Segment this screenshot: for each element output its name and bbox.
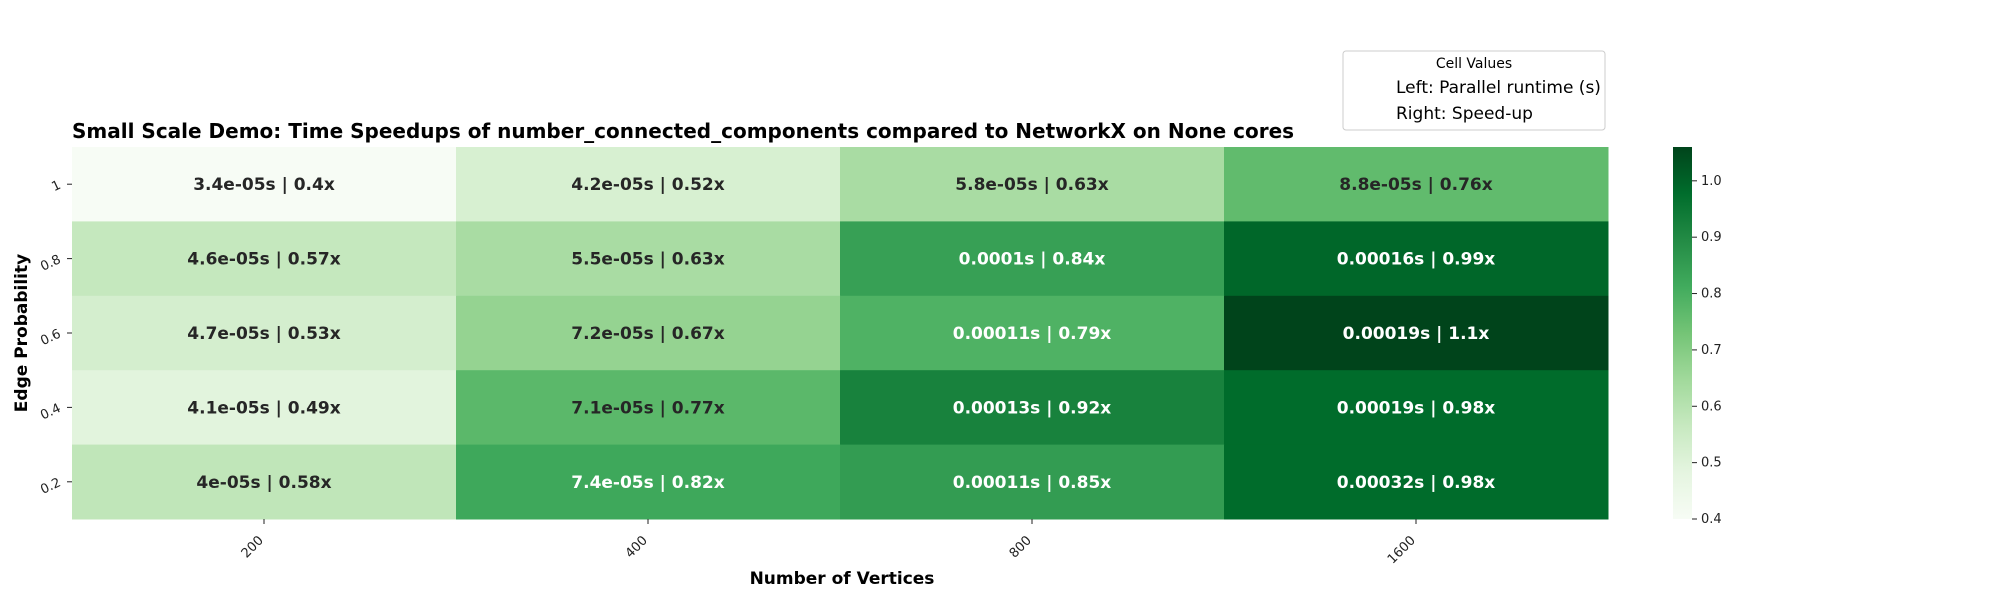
heatmap-cell bbox=[1224, 295, 1609, 371]
x-axis-label: Number of Vertices bbox=[750, 569, 935, 589]
heatmap-cell bbox=[72, 444, 457, 520]
x-tick-label: 400 bbox=[623, 533, 651, 561]
y-axis-label: Edge Probability bbox=[12, 254, 32, 412]
legend-title: Cell Values bbox=[1436, 56, 1512, 72]
cell-label: 0.00011s | 0.79x bbox=[953, 324, 1112, 344]
cell-label: 5.5e-05s | 0.63x bbox=[571, 250, 724, 270]
cell-label: 0.00032s | 0.98x bbox=[1337, 473, 1496, 493]
cell-label: 0.00016s | 0.99x bbox=[1337, 250, 1496, 270]
heatmap-cell bbox=[456, 147, 841, 222]
heatmap-cells: 3.4e-05s | 0.4x 4.2e-05s | 0.52x 5.8e-05s … bbox=[72, 147, 1609, 520]
heatmap-cell bbox=[1224, 147, 1609, 222]
colorbar: 0.4 0.5 0.6 0.7 0.8 0.9 1.0 bbox=[1673, 147, 1722, 527]
heatmap-cell bbox=[840, 295, 1225, 371]
heatmap-cell bbox=[840, 444, 1225, 520]
x-tick-label: 1600 bbox=[1385, 533, 1419, 567]
heatmap-cell bbox=[840, 370, 1225, 446]
heatmap-cell bbox=[1224, 221, 1609, 297]
heatmap-cell bbox=[456, 295, 841, 371]
colorbar-ticks: 0.4 0.5 0.6 0.7 0.8 0.9 1.0 bbox=[1692, 174, 1722, 527]
y-tick-label: 0.2 bbox=[38, 475, 63, 497]
heatmap-cell bbox=[1224, 370, 1609, 446]
x-tick-label: 800 bbox=[1007, 533, 1035, 561]
heatmap-cell bbox=[840, 147, 1225, 222]
heatmap-cell bbox=[72, 221, 457, 297]
cell-label: 7.2e-05s | 0.67x bbox=[571, 324, 724, 344]
cell-label: 0.00019s | 1.1x bbox=[1343, 324, 1490, 344]
cell-label: 0.00011s | 0.85x bbox=[953, 473, 1112, 493]
heatmap-cell bbox=[72, 147, 457, 222]
heatmap-cell bbox=[456, 221, 841, 297]
colorbar-tick-label: 0.5 bbox=[1701, 456, 1722, 471]
y-tick-label: 1 bbox=[50, 178, 64, 195]
colorbar-tick-label: 0.6 bbox=[1701, 399, 1722, 414]
cell-label: 4.6e-05s | 0.57x bbox=[187, 250, 340, 270]
x-tick-label: 200 bbox=[239, 533, 267, 561]
colorbar-gradient bbox=[1673, 147, 1692, 519]
legend-entry-right: Right: Speed-up bbox=[1396, 104, 1533, 124]
heatmap-cell bbox=[72, 295, 457, 371]
heatmap-cell bbox=[456, 444, 841, 520]
cell-label: 4.2e-05s | 0.52x bbox=[571, 175, 724, 195]
y-axis-ticks: 1 0.8 0.6 0.4 0.2 bbox=[38, 178, 72, 498]
cell-label: 7.4e-05s | 0.82x bbox=[571, 473, 724, 493]
heatmap-cell bbox=[840, 221, 1225, 297]
heatmap-cell bbox=[456, 370, 841, 446]
colorbar-tick-label: 0.9 bbox=[1701, 230, 1722, 245]
x-axis-ticks: 200 400 800 1600 bbox=[239, 519, 1419, 567]
legend-frame bbox=[1342, 50, 1606, 131]
y-tick-label: 0.4 bbox=[38, 401, 63, 423]
cell-label: 0.00019s | 0.98x bbox=[1337, 398, 1496, 418]
cell-label: 7.1e-05s | 0.77x bbox=[571, 398, 724, 418]
cell-label: 4.7e-05s | 0.53x bbox=[187, 324, 340, 344]
cell-label: 8.8e-05s | 0.76x bbox=[1339, 175, 1492, 195]
heatmap-cell bbox=[1224, 444, 1609, 520]
cell-label: 0.0001s | 0.84x bbox=[959, 250, 1106, 270]
colorbar-tick-label: 1.0 bbox=[1701, 174, 1722, 189]
y-tick-label: 0.6 bbox=[38, 327, 63, 349]
heatmap-cell bbox=[72, 370, 457, 446]
colorbar-tick-label: 0.8 bbox=[1701, 287, 1722, 302]
legend-box: Cell Values Left: Parallel runtime (s) R… bbox=[1342, 50, 1606, 131]
cell-label: 3.4e-05s | 0.4x bbox=[193, 175, 335, 195]
cell-label: 4e-05s | 0.58x bbox=[196, 473, 331, 493]
colorbar-tick-label: 0.7 bbox=[1701, 343, 1722, 358]
cell-label: 0.00013s | 0.92x bbox=[953, 398, 1112, 418]
y-tick-label: 0.8 bbox=[38, 252, 63, 274]
cell-label: 5.8e-05s | 0.63x bbox=[955, 175, 1108, 195]
colorbar-tick-label: 0.4 bbox=[1701, 512, 1722, 527]
cell-label: 4.1e-05s | 0.49x bbox=[187, 398, 340, 418]
chart-title: Small Scale Demo: Time Speedups of numbe… bbox=[72, 119, 1294, 143]
legend-entry-left: Left: Parallel runtime (s) bbox=[1396, 78, 1601, 98]
